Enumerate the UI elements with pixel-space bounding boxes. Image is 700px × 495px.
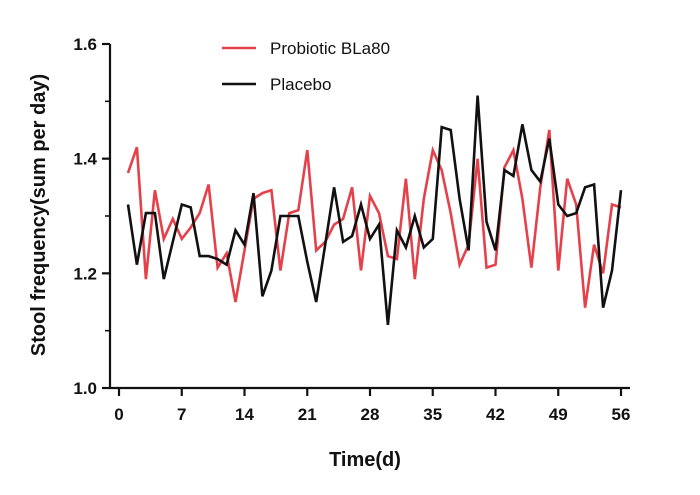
x-tick-label: 7 xyxy=(177,405,186,424)
x-tick-label: 56 xyxy=(612,405,631,424)
x-tick-label: 28 xyxy=(361,405,380,424)
x-tick-label: 42 xyxy=(486,405,505,424)
axes: 1.0 1.2 1.4 1.6 0 7 14 21 28 35 42 49 56 xyxy=(73,35,630,424)
x-axis-title: Time(d) xyxy=(329,449,401,471)
legend-label-probiotic-bla80: Probiotic BLa80 xyxy=(270,39,390,58)
y-tick-label: 1.4 xyxy=(73,150,97,169)
series-line-probiotic-bla80 xyxy=(126,129,622,308)
legend-label-placebo: Placebo xyxy=(270,75,331,94)
x-tick-label: 0 xyxy=(114,405,123,424)
series-layer xyxy=(126,95,623,326)
x-tick-label: 21 xyxy=(298,405,317,424)
x-tick-label: 49 xyxy=(549,405,568,424)
y-tick-label: 1.2 xyxy=(73,264,97,283)
x-tick-label: 35 xyxy=(423,405,442,424)
y-axis-title: Stool frequency(sum per day) xyxy=(28,74,50,356)
y-tick-label: 1.6 xyxy=(73,35,97,54)
x-tick-label: 14 xyxy=(235,405,254,424)
series-line-placebo xyxy=(126,95,623,326)
y-tick-label: 1.0 xyxy=(73,379,97,398)
legend: Probiotic BLa80 Placebo xyxy=(222,39,390,94)
